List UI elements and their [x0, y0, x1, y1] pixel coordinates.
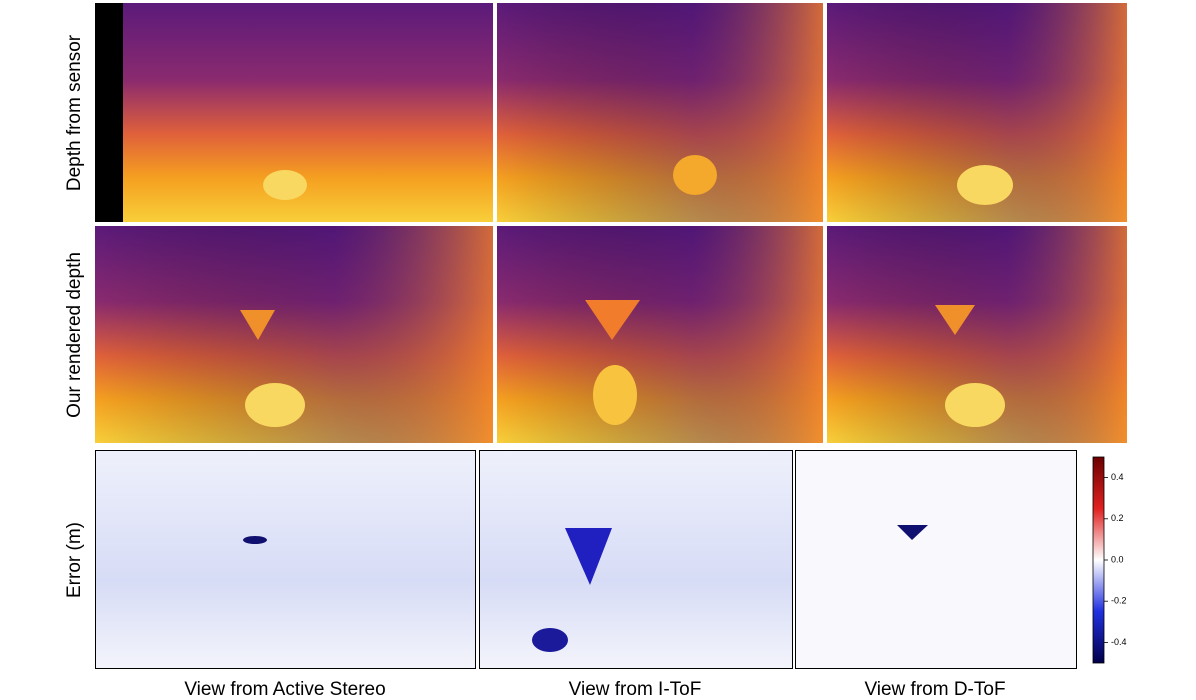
tick-label: 0.4 — [1111, 472, 1124, 482]
row-label: Our rendered depth — [64, 252, 85, 418]
row-labels: Depth from sensor Our rendered depth Error… — [64, 34, 85, 598]
row-label: Depth from sensor — [64, 34, 85, 191]
column-label: View from Active Stereo — [184, 679, 385, 700]
colorbar — [1092, 456, 1105, 664]
column-label: View from I-ToF — [569, 679, 702, 700]
tick-label: 0.2 — [1111, 513, 1124, 523]
error-panels — [95, 450, 1077, 669]
depth-panels — [95, 3, 1127, 443]
tick-label: -0.2 — [1111, 596, 1127, 606]
row-label: Error (m) — [64, 522, 85, 598]
column-labels: View from Active Stereo View from I-ToF Vi… — [184, 679, 1005, 700]
tick-label: 0.0 — [1111, 554, 1124, 564]
column-label: View from D-ToF — [864, 679, 1005, 700]
tick-label: -0.4 — [1111, 637, 1127, 647]
colorbar-ticks: 0.4 0.2 0.0 -0.2 -0.4 — [1104, 472, 1127, 647]
